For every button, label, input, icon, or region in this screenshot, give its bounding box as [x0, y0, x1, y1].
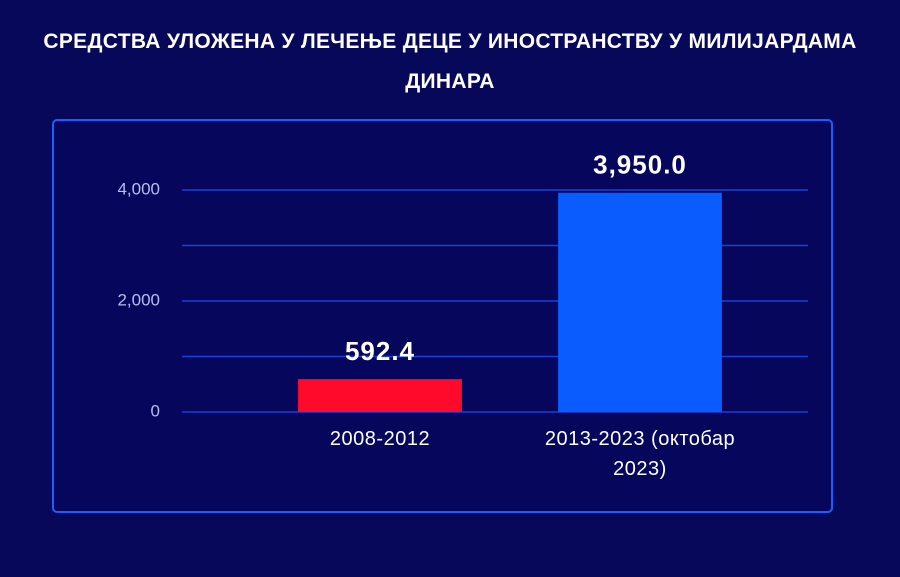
value-label: 592.4: [345, 336, 415, 366]
x-tick-label: 2008-2012: [329, 428, 431, 450]
y-tick-label: 2,000: [117, 290, 160, 309]
x-tick-label: 2013-2023 (октобар 2023): [544, 428, 736, 480]
y-tick-label: 4,000: [117, 179, 160, 198]
chart-title: СРЕДСТВА УЛОЖЕНА У ЛЕЧЕЊЕ ДЕЦЕ У ИНОСТРА…: [43, 30, 857, 93]
bar: [558, 192, 722, 412]
bar: [298, 379, 462, 412]
y-tick-label: 0: [151, 401, 160, 420]
value-label: 3,950.0: [593, 150, 687, 180]
